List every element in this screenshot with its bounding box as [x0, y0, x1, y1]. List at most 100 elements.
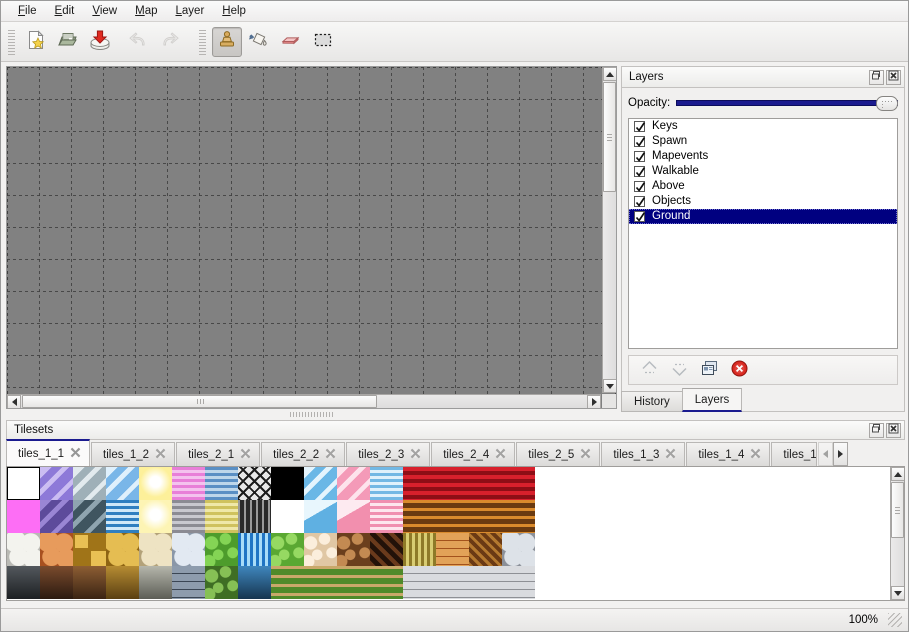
layer-list[interactable]: Keys Spawn Mapevents Walkable Above Objects Gr… [628, 118, 898, 349]
grey-brick-tile[interactable] [403, 566, 436, 599]
canvas-vertical-scrollbar[interactable] [602, 67, 616, 393]
tileset-tab-close-icon[interactable] [495, 448, 506, 462]
layer-row[interactable]: Walkable [629, 164, 897, 179]
opacity-slider-thumb[interactable] [876, 96, 898, 111]
pink-ripple-tile[interactable] [370, 500, 403, 533]
tileset-tab-tiles_1_2[interactable]: tiles_1_2 [91, 442, 176, 466]
gold-cracked-tile[interactable] [106, 533, 139, 566]
grey-stone-tile[interactable] [502, 533, 535, 566]
tileset-tabs-scroll-left-button[interactable] [818, 442, 834, 466]
green-grass-tile[interactable] [205, 533, 238, 566]
redo-button[interactable] [155, 27, 185, 57]
palette-scroll-thumb[interactable] [891, 482, 904, 538]
delete-layer-button[interactable] [727, 358, 751, 382]
layer-visibility-checkbox[interactable] [634, 151, 646, 162]
moss-wall-tile[interactable] [205, 566, 238, 599]
new-map-button[interactable] [21, 27, 51, 57]
layer-visibility-checkbox[interactable] [634, 196, 646, 207]
tileset-tab-close-icon[interactable] [155, 448, 166, 462]
grass-path-tile-3[interactable] [337, 566, 370, 599]
blank-tile-2[interactable] [271, 500, 304, 533]
blank-tile[interactable] [7, 467, 40, 500]
tileset-tab-close-icon[interactable] [665, 448, 676, 462]
plank-wood-tile[interactable] [403, 533, 436, 566]
palette-scroll-up-button[interactable] [891, 467, 904, 481]
magenta-key-tile[interactable] [7, 500, 40, 533]
blue-ice-tile[interactable] [106, 467, 139, 500]
grey-stripe-tile[interactable] [172, 500, 205, 533]
scroll-up-button[interactable] [603, 67, 616, 81]
red-carpet-tile[interactable] [403, 467, 436, 500]
dock-tab-history[interactable]: History [621, 391, 683, 412]
herringbone-wood-tile[interactable] [469, 533, 502, 566]
layers-dock-close-button[interactable] [886, 69, 901, 85]
water-fall-tile[interactable] [238, 533, 271, 566]
tools-toolbar-drag-handle[interactable] [198, 28, 207, 55]
eraser-tool-button[interactable] [276, 27, 306, 57]
pink-shine-tile[interactable] [337, 467, 370, 500]
duplicate-layer-button[interactable] [697, 358, 721, 382]
menu-file[interactable]: File [18, 4, 37, 17]
layer-visibility-checkbox[interactable] [634, 121, 646, 132]
opacity-slider[interactable] [676, 95, 898, 111]
sand-tile[interactable] [304, 533, 337, 566]
dark-plate-tile[interactable] [238, 500, 271, 533]
tileset-tab-close-icon[interactable] [410, 448, 421, 462]
map-canvas-area[interactable] [6, 66, 617, 409]
tileset-tab-tiles_1_4[interactable]: tiles_1_4 [686, 442, 771, 466]
palette-scroll-down-button[interactable] [891, 586, 904, 600]
scroll-left-button[interactable] [7, 395, 21, 408]
stone-wall-grey[interactable] [139, 566, 172, 599]
gold-tile-floor[interactable] [73, 533, 106, 566]
gravel-brown-tile[interactable] [337, 533, 370, 566]
blue-stripe-tile[interactable] [205, 467, 238, 500]
cyan-corner-tile[interactable] [304, 500, 337, 533]
scroll-right-button[interactable] [587, 395, 601, 408]
purple-crystal-dark[interactable] [40, 500, 73, 533]
layer-visibility-checkbox[interactable] [634, 136, 646, 147]
layer-visibility-checkbox[interactable] [634, 211, 646, 222]
orange-brick-tile[interactable] [436, 533, 469, 566]
stamp-tool-button[interactable] [212, 26, 242, 57]
tileset-tab-tiles_2_2[interactable]: tiles_2_2 [261, 442, 346, 466]
red-carpet-plain[interactable] [436, 467, 469, 500]
layer-row[interactable]: Objects [629, 194, 897, 209]
pink-corner-tile[interactable] [337, 500, 370, 533]
tileset-tab-tiles_1_1[interactable]: tiles_1_1 [6, 439, 91, 466]
tileset-tab-close-icon[interactable] [70, 447, 81, 461]
grey-brick-tile-2[interactable] [436, 566, 469, 599]
canvas-horizontal-scrollbar[interactable] [7, 394, 601, 408]
blue-cobble-tile[interactable] [172, 533, 205, 566]
blue-brick-wall[interactable] [172, 566, 205, 599]
tilesets-dock-close-button[interactable] [886, 422, 901, 438]
open-map-button[interactable] [53, 27, 83, 57]
layers-dock-float-button[interactable] [869, 69, 884, 85]
save-map-button[interactable] [85, 27, 115, 57]
layer-visibility-checkbox[interactable] [634, 181, 646, 192]
grass-path-tile-4[interactable] [370, 566, 403, 599]
raise-layer-button[interactable] [637, 358, 661, 382]
purple-crystal-tile[interactable] [40, 467, 73, 500]
brick-wall-gold[interactable] [106, 566, 139, 599]
wood-floor-orange-4[interactable] [502, 500, 535, 533]
brown-wall-tile[interactable] [40, 566, 73, 599]
orange-cobble-tile[interactable] [40, 533, 73, 566]
cyan-shine-tile[interactable] [304, 467, 337, 500]
map-grid[interactable] [7, 67, 616, 395]
black-tile[interactable] [271, 467, 304, 500]
tileset-tab-close-icon[interactable] [325, 448, 336, 462]
tileset-tabs-scroll-right-button[interactable] [833, 442, 849, 466]
khaki-stripe-tile[interactable] [205, 500, 238, 533]
tileset-tab-tiles_2_3[interactable]: tiles_2_3 [346, 442, 431, 466]
red-carpet-edge[interactable] [502, 467, 535, 500]
wood-floor-orange-3[interactable] [469, 500, 502, 533]
tileset-tab-close-icon[interactable] [240, 448, 251, 462]
vertical-scroll-thumb[interactable] [603, 82, 616, 192]
tileset-palette-area[interactable] [6, 467, 905, 601]
horizontal-scroll-thumb[interactable] [22, 395, 377, 408]
layer-visibility-checkbox[interactable] [634, 166, 646, 177]
cyan-ripple-tile[interactable] [370, 467, 403, 500]
scroll-down-button[interactable] [603, 379, 616, 393]
horizontal-splitter[interactable] [6, 410, 617, 419]
blue-water-tile[interactable] [106, 500, 139, 533]
